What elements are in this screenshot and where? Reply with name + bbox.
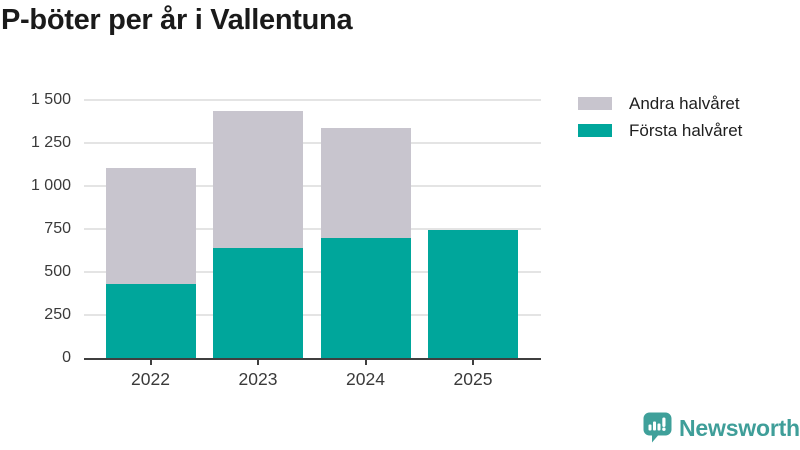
- x-axis-tick-label: 2022: [131, 369, 170, 389]
- newsworthy-speech-bubble-chart-icon: [643, 412, 672, 443]
- bar-2023-f-rsta-halv-ret: [213, 247, 303, 358]
- bar-2023-andra-halv-ret: [213, 111, 303, 248]
- bar-2022-f-rsta-halv-ret: [105, 284, 196, 358]
- x-axis-tick-label: 2025: [453, 369, 493, 389]
- gridline-250: [84, 314, 541, 316]
- x-axis-tick-label: 2023: [238, 369, 278, 389]
- legend-item-andra-halvaret: Andra halvåret: [578, 90, 742, 117]
- legend-swatch-andra-halvaret: [578, 97, 612, 110]
- y-axis-tick-label: 500: [44, 263, 71, 280]
- bar-2025-f-rsta-halv-ret: [428, 229, 518, 358]
- gridline-1000: [84, 185, 541, 187]
- y-axis-tick-label: 1 000: [30, 177, 71, 194]
- newsworthy-logo: Newsworthy: [643, 412, 800, 444]
- gridline-750: [84, 228, 541, 230]
- newsworthy-logo-text: Newsworthy: [679, 414, 800, 441]
- bar-2022-andra-halv-ret: [105, 167, 196, 285]
- legend-swatch-forsta-halvaret: [578, 124, 612, 137]
- chart-title: P-böter per år i Vallentuna: [1, 4, 353, 36]
- x-axis-tick: [149, 360, 152, 365]
- y-axis-tick-label: 250: [44, 306, 71, 323]
- gridline-1250: [84, 142, 541, 144]
- gridline-1500: [84, 99, 541, 101]
- y-axis-tick-label: 1 250: [30, 134, 71, 151]
- y-axis-tick-label: 0: [62, 349, 71, 366]
- x-axis-tick-label: 2024: [346, 369, 385, 389]
- legend-label-andra-halvaret: Andra halvåret: [629, 93, 740, 113]
- legend: Andra halvåret Första halvåret: [578, 90, 742, 144]
- x-axis-tick: [257, 360, 259, 365]
- x-axis-tick: [472, 360, 474, 365]
- bar-2024-f-rsta-halv-ret: [320, 237, 411, 358]
- legend-label-forsta-halvaret: Första halvåret: [629, 120, 743, 140]
- x-axis-tick: [364, 360, 367, 365]
- y-axis-tick-label: 750: [44, 220, 71, 237]
- gridline-500: [84, 271, 541, 273]
- legend-item-forsta-halvaret: Första halvåret: [578, 117, 742, 144]
- x-axis-line: [84, 357, 541, 360]
- bar-2024-andra-halv-ret: [320, 127, 411, 238]
- y-axis-tick-label: 1 500: [30, 91, 71, 108]
